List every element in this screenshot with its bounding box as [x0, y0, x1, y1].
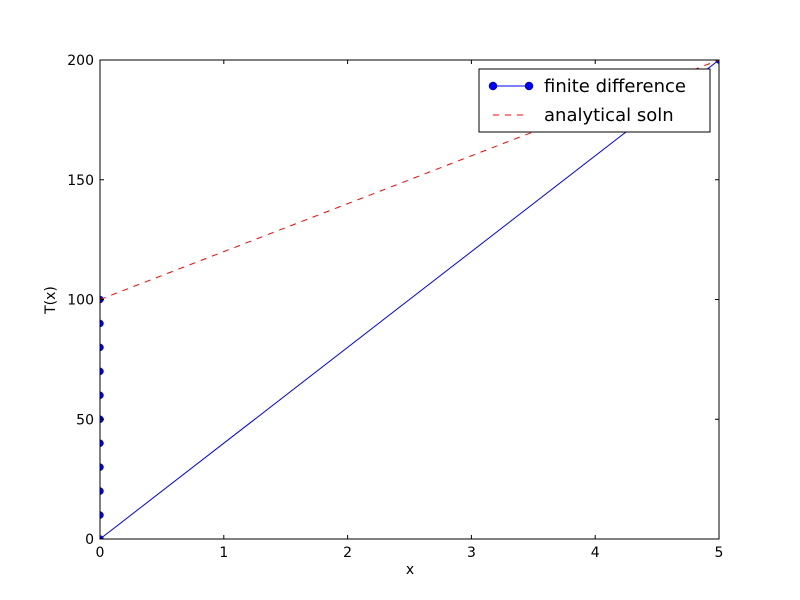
x-tick-label: 0 [96, 545, 105, 561]
x-tick-label: 5 [715, 545, 724, 561]
legend-marker [524, 81, 534, 91]
data-point [100, 439, 104, 447]
x-tick-label: 2 [343, 545, 352, 561]
x-axis-label: x [406, 562, 414, 578]
data-point [100, 367, 104, 376]
data-point [100, 343, 104, 352]
legend-marker [488, 81, 498, 91]
data-point [100, 319, 104, 328]
x-tick-label: 3 [467, 545, 476, 561]
y-tick-label: 100 [67, 293, 94, 309]
x-tick-label: 1 [219, 545, 228, 561]
data-point [100, 463, 104, 471]
legend-label-2: analytical soln [544, 105, 674, 126]
y-axis-label: T(x) [43, 286, 59, 315]
data-point [100, 511, 104, 519]
legend-box [478, 68, 711, 133]
y-tick-label: 50 [76, 412, 94, 428]
y-tick-label: 150 [67, 173, 94, 189]
x-tick-label: 4 [591, 545, 600, 561]
y-tick-label: 200 [67, 53, 94, 69]
data-point [100, 487, 104, 495]
data-point [100, 391, 104, 400]
legend-label-1: finite difference [544, 76, 686, 97]
legend: finite difference analytical soln [478, 68, 711, 133]
data-point [100, 535, 104, 539]
y-tick-label: 0 [85, 532, 94, 548]
